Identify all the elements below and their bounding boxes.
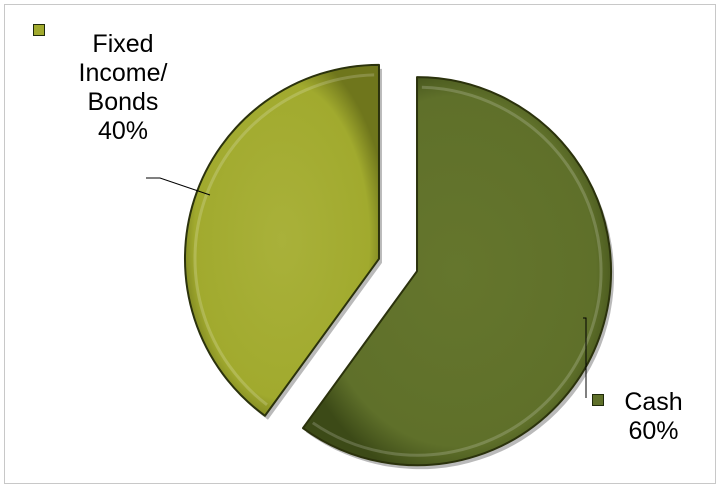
pie-slice-bevel-bonds xyxy=(193,73,375,406)
slice-value-cash: 60% xyxy=(628,417,679,445)
slice-label-bonds-line-3: Bonds xyxy=(87,88,159,116)
slice-value-bonds: 40% xyxy=(97,117,149,145)
slice-label-bonds: Fixed Income/ Bonds 40% xyxy=(58,30,188,146)
leader-line-bonds xyxy=(146,177,211,196)
slice-label-bonds-line-2: Income/ xyxy=(78,59,168,87)
pie-slice-bonds xyxy=(183,63,380,417)
pie-slice-bevel-cash xyxy=(311,85,603,457)
slice-label-cash-line-1: Cash xyxy=(624,388,683,416)
leader-line-cash xyxy=(583,317,587,398)
legend-swatch-bonds xyxy=(33,24,45,36)
slice-label-cash: Cash 60% xyxy=(606,388,701,446)
legend-swatch-cash xyxy=(592,394,604,406)
slice-label-bonds-line-1: Fixed xyxy=(92,30,154,58)
pie-slice-cash xyxy=(301,76,612,467)
